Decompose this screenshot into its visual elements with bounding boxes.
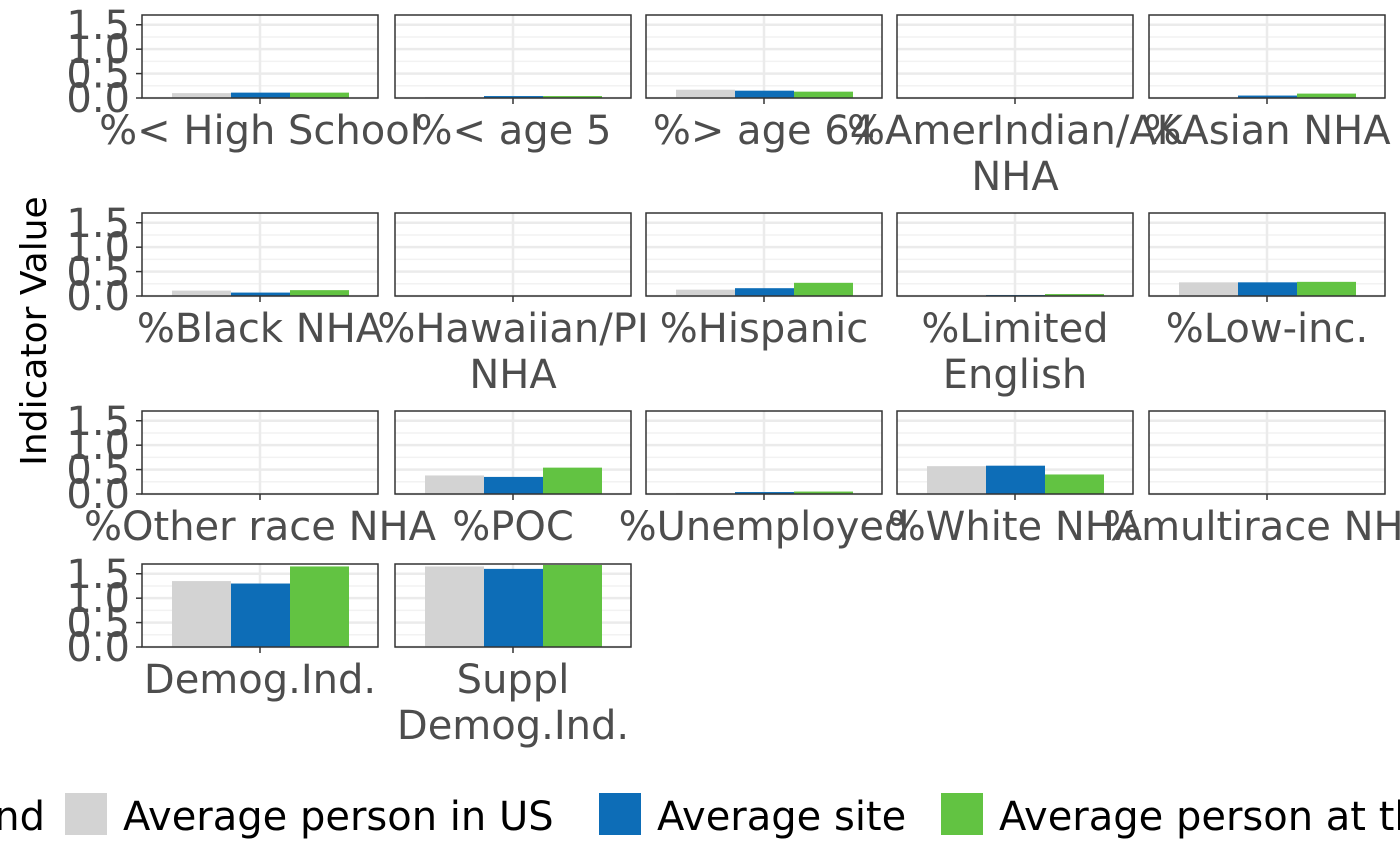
bar [1238,95,1297,98]
bar [543,564,602,647]
legend-label: Average site [657,794,906,840]
bar [172,581,231,647]
facet-panel: %Hispanic [645,212,883,352]
facet-panel: %multirace NHA [1103,410,1400,550]
facet-panel: Suppl Demog.Ind. [394,563,632,749]
y-tick-label: 0.0 [66,472,130,518]
bar [484,476,543,494]
bar [231,292,290,296]
facet-label: %multirace NHA [1103,504,1400,550]
y-tick-label: 1.5 [66,201,130,247]
y-tick-label: 1.5 [66,399,130,445]
facet-label: %Limited English [921,306,1108,398]
y-tick-label: 1.0 [66,576,130,622]
bar [484,96,543,98]
bar [1045,294,1104,296]
legend-key [65,793,107,835]
bar [231,92,290,98]
bar [794,91,853,98]
y-tick-label: 1.5 [66,552,130,598]
bar [676,89,735,98]
y-tick-label: 0.5 [66,52,130,98]
legend-label: Average person at these sites [999,794,1400,840]
bar [172,93,231,98]
bar [986,465,1045,494]
y-tick-label: 0.5 [66,601,130,647]
bar [676,289,735,296]
legend-key [941,793,983,835]
facet-label: %Hispanic [660,306,868,352]
facet-panel: %< age 5 [394,14,632,154]
bar [484,568,543,647]
facet-label: %Asian NHA [1143,108,1391,154]
bar [1238,282,1297,296]
facet-label: %Black NHA [137,306,384,352]
facet-panel: %Low-inc. [1148,212,1386,352]
facet-panel: %Hawaiian/PI NHA [377,212,649,398]
bar [1179,282,1238,296]
facet-label: Suppl Demog.Ind. [397,657,629,749]
facet-label: %> age 64 [653,108,875,154]
facet-panel: 0.00.51.01.5 Demog.Ind. [66,552,379,703]
bar [794,282,853,296]
facet-panel: %Asian NHA [1143,14,1391,154]
facet-label: %White NHA [888,504,1143,550]
facet-panel: 0.00.51.01.5 %Other race NHA [66,399,436,550]
facet-label: %< High School [99,108,421,154]
bar [735,288,794,296]
y-tick-label: 1.0 [66,27,130,73]
bar [1297,281,1356,296]
bar [1297,93,1356,98]
facet-label: %POC [452,504,574,550]
y-tick-label: 0.0 [66,274,130,320]
bar [172,290,231,296]
bar [794,491,853,494]
facet-label: Demog.Ind. [144,657,376,703]
facet-panel: 0.00.51.01.5 %< High School [66,3,420,154]
legend-key [599,793,641,835]
facet-label: %Other race NHA [84,504,437,550]
bar [425,566,484,647]
bar [1045,474,1104,494]
facet-label: %Low-inc. [1166,306,1368,352]
bar [927,466,986,494]
facet-panel: %POC [394,410,632,550]
bar [735,90,794,98]
legend-title: Legend [0,794,45,840]
y-tick-label: 0.0 [66,625,130,671]
y-tick-label: 0.5 [66,448,130,494]
bar [425,475,484,494]
y-tick-label: 1.0 [66,225,130,271]
facet-panel: %AmerIndian/AK NHA [847,14,1185,200]
y-tick-label: 0.0 [66,76,130,122]
y-tick-label: 1.0 [66,423,130,469]
bar [735,492,794,494]
bar [290,92,349,98]
facet-panel: %Unemployed [619,410,910,550]
y-tick-label: 0.5 [66,250,130,296]
bar [290,566,349,647]
facet-panel: 0.00.51.01.5 %Black NHA [66,201,383,352]
facet-label: %< age 5 [415,108,612,154]
legend: Legend Average person in US Average site Av… [0,793,1400,840]
bar [543,467,602,494]
facet-label: %AmerIndian/AK NHA [847,108,1185,200]
facet-label: %Unemployed [619,504,910,550]
bar [231,583,290,647]
facet-panel: %Limited English [896,212,1134,398]
facet-panel: %> age 64 [645,14,883,154]
y-tick-label: 1.5 [66,3,130,49]
legend-label: Average person in US [123,794,554,840]
y-axis-title: Indicator Value [14,196,55,465]
facet-panel: %White NHA [888,410,1143,550]
facet-label: %Hawaiian/PI NHA [377,306,648,398]
bar [543,96,602,98]
bar [290,290,349,296]
